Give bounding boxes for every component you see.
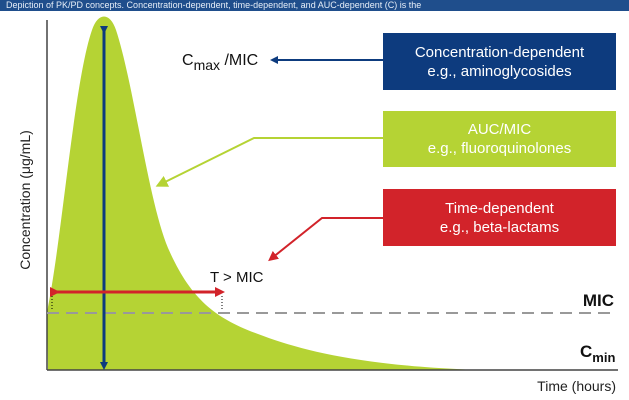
- auc-pointer: [155, 137, 383, 187]
- concentration-curve: [47, 16, 480, 370]
- auc-mic-title: AUC/MIC: [467, 121, 532, 138]
- x-axis-label: Time (hours): [537, 378, 616, 394]
- cmax-c: C: [182, 52, 194, 69]
- cmin-subscript: min: [592, 350, 615, 365]
- cmin-c: C: [580, 342, 592, 361]
- cmax-subscript: max: [194, 57, 220, 73]
- t-mic-label: T > MIC: [210, 269, 264, 286]
- time-dependent-example: e.g., beta-lactams: [439, 218, 560, 236]
- cmax-suffix: /MIC: [220, 52, 258, 69]
- top-banner: Depiction of PK/PD concepts. Concentrati…: [0, 0, 629, 11]
- mic-label: MIC: [583, 291, 614, 310]
- concentration-dependent-title: Concentration-dependent: [414, 43, 585, 61]
- cmin-label: Cmin: [580, 342, 615, 365]
- time-dependent-box: Time-dependent e.g., beta-lactams: [383, 189, 616, 246]
- concentration-dependent-box: Concentration-dependent e.g., aminoglyco…: [383, 33, 616, 90]
- concentration-dependent-example: e.g., aminoglycosides: [427, 62, 572, 80]
- auc-mic-box: AUC/MIC e.g., fluoroquinolones: [383, 111, 616, 167]
- auc-mic-example: e.g., fluoroquinolones: [427, 140, 572, 157]
- time-pointer: [268, 217, 383, 262]
- time-dependent-title: Time-dependent: [445, 199, 554, 217]
- cmax-mic-label: Cmax /MIC: [182, 52, 258, 73]
- y-axis-label: Concentration (μg/mL): [17, 130, 33, 270]
